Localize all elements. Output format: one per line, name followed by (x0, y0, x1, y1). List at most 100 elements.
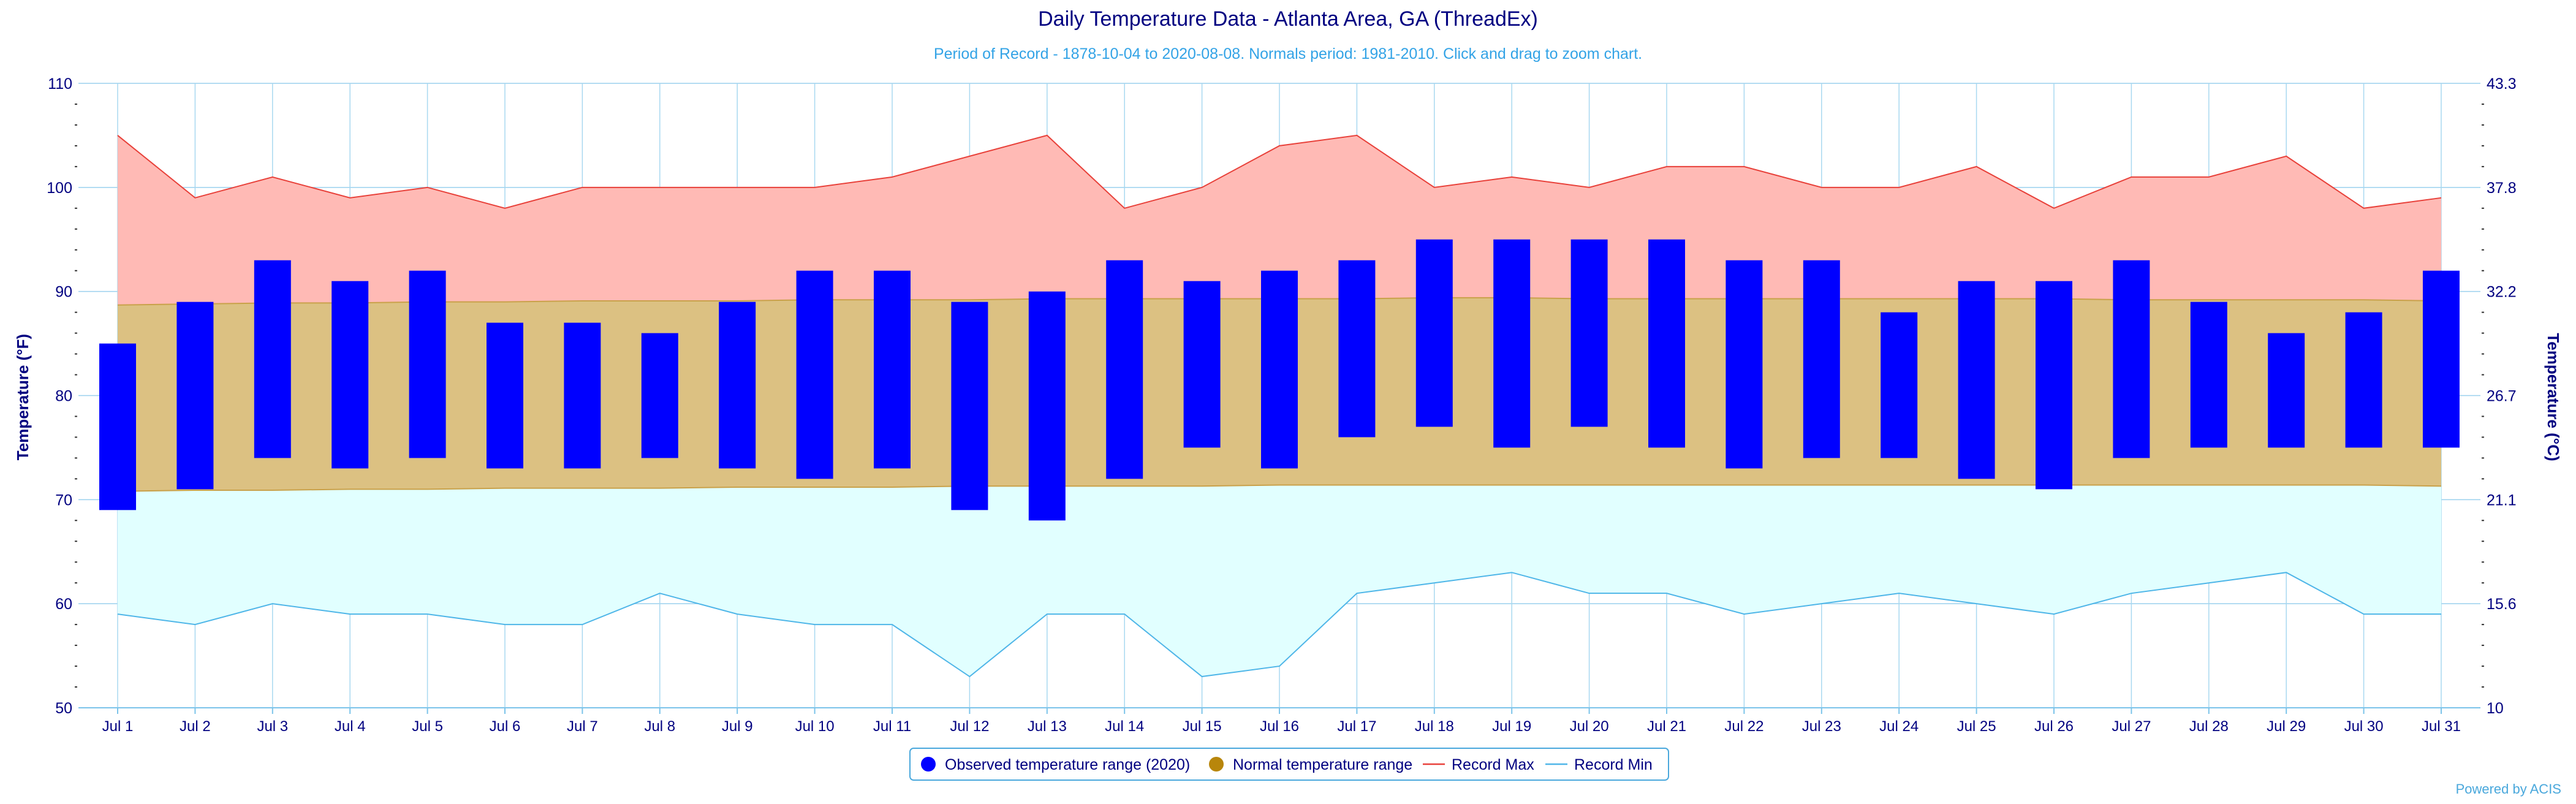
credit-link[interactable]: Powered by ACIS (2456, 781, 2561, 797)
chart-subtitle: Period of Record - 1878-10-04 to 2020-08… (934, 45, 1642, 63)
y-tick-label-left: 90 (55, 284, 72, 301)
observed-bar (641, 333, 678, 458)
legend-label: Record Max (1452, 756, 1534, 773)
x-tick-label: Jul 25 (1957, 718, 1996, 735)
y-tick-label-left: 60 (55, 596, 72, 613)
x-tick-label: Jul 19 (1492, 718, 1531, 735)
observed-bar (2113, 260, 2150, 458)
observed-bar (2423, 270, 2460, 448)
x-tick-label: Jul 26 (2034, 718, 2074, 735)
x-tick-label: Jul 2 (180, 718, 211, 735)
y-tick-label-right: 26.7 (2487, 388, 2517, 405)
observed-bar (1648, 239, 1685, 448)
x-tick-label: Jul 1 (102, 718, 134, 735)
y-tick-label-right: 32.2 (2487, 284, 2517, 301)
observed-bar (99, 343, 136, 510)
x-tick-label: Jul 9 (722, 718, 753, 735)
x-tick-label: Jul 11 (873, 718, 911, 735)
observed-bar (409, 270, 446, 458)
x-tick-label: Jul 24 (1879, 718, 1919, 735)
y-tick-label-right: 10 (2487, 700, 2504, 717)
y-tick-label-left: 70 (55, 491, 72, 509)
observed-bar (1726, 260, 1763, 469)
x-tick-label: Jul 28 (2189, 718, 2229, 735)
observed-bar (1415, 239, 1453, 427)
observed-bar (1106, 260, 1143, 479)
observed-bar (2268, 333, 2305, 448)
x-tick-label: Jul 20 (1570, 718, 1609, 735)
y-tick-label-left: 50 (55, 700, 72, 717)
legend-label: Normal temperature range (1233, 756, 1412, 773)
legend: Observed temperature range (2020) Normal … (909, 748, 1669, 781)
record-max-area (118, 135, 2441, 305)
observed-bar (564, 322, 601, 469)
x-tick-label: Jul 15 (1183, 718, 1222, 735)
x-tick-label: Jul 21 (1647, 718, 1686, 735)
y-tick-label-left: 80 (55, 388, 72, 405)
observed-bar (2036, 281, 2072, 490)
x-tick-label: Jul 14 (1105, 718, 1144, 735)
x-tick-label: Jul 7 (567, 718, 598, 735)
y-tick-label-right: 21.1 (2487, 491, 2517, 509)
x-tick-label: Jul 31 (2422, 718, 2461, 735)
x-tick-label: Jul 29 (2267, 718, 2306, 735)
y-axis-right: 10 15.6 21.1 26.7 32.2 37.8 43.3 (2487, 75, 2517, 717)
legend-symbol (1209, 757, 1224, 772)
y-axis-title-right: Temperature (°C) (2544, 333, 2563, 461)
legend-symbol (921, 757, 936, 772)
x-tick-label: Jul 3 (257, 718, 288, 735)
x-tick-label: Jul 4 (335, 718, 366, 735)
observed-bar (1881, 312, 1918, 458)
y-tick-label-right: 15.6 (2487, 596, 2517, 613)
record-min-area (118, 485, 2441, 677)
x-tick-label: Jul 12 (950, 718, 989, 735)
x-tick-label: Jul 30 (2344, 718, 2384, 735)
y-axis-title-left: Temperature (°F) (13, 334, 32, 460)
x-tick-label: Jul 27 (2112, 718, 2151, 735)
legend-label: Observed temperature range (2020) (945, 756, 1190, 773)
x-tick-label: Jul 6 (490, 718, 521, 735)
observed-bar (719, 302, 756, 469)
x-tick-label: Jul 8 (644, 718, 675, 735)
observed-bar (254, 260, 291, 458)
x-tick-label: Jul 13 (1028, 718, 1067, 735)
observed-bar (487, 322, 523, 469)
observed-bar (874, 270, 911, 469)
legend-label: Record Min (1574, 756, 1653, 773)
x-tick-label: Jul 17 (1337, 718, 1376, 735)
record-min-fill (118, 485, 2441, 677)
observed-bar (1028, 291, 1066, 521)
observed-bar (2190, 302, 2227, 448)
observed-bar (1493, 239, 1531, 448)
observed-bar (1261, 270, 1298, 469)
x-axis: Jul 1 Jul 2 Jul 3 Jul 4 Jul 5 Jul 6 Jul 7 Jul 8… (102, 708, 2461, 735)
observed-bar (796, 270, 833, 479)
x-tick-label: Jul 10 (795, 718, 835, 735)
x-tick-label: Jul 16 (1260, 718, 1299, 735)
chart-title: Daily Temperature Data - Atlanta Area, G… (1038, 7, 1538, 31)
observed-bar (331, 281, 369, 469)
observed-bar (1803, 260, 1840, 458)
record-max-line (117, 134, 2442, 209)
observed-bar (1958, 281, 1995, 479)
y-tick-label-right: 43.3 (2487, 75, 2517, 93)
y-tick-label-left: 110 (48, 75, 72, 93)
record-min-line (117, 572, 2441, 678)
observed-bar (2345, 312, 2382, 448)
y-tick-label-right: 37.8 (2487, 180, 2517, 197)
observed-bar (176, 302, 214, 490)
x-tick-label: Jul 22 (1724, 718, 1763, 735)
observed-range-bars (99, 239, 2460, 521)
record-max-fill (118, 135, 2441, 305)
legend-box (909, 748, 1669, 781)
observed-bar (1338, 260, 1376, 438)
x-tick-label: Jul 23 (1802, 718, 1841, 735)
y-tick-label-left: 100 (47, 180, 72, 197)
observed-bar (1570, 239, 1608, 427)
x-tick-label: Jul 5 (412, 718, 443, 735)
x-tick-label: Jul 18 (1415, 718, 1454, 735)
observed-bar (951, 302, 988, 510)
y-axis-left: 50 60 70 80 90 100 110 (47, 75, 72, 717)
observed-bar (1183, 281, 1221, 448)
